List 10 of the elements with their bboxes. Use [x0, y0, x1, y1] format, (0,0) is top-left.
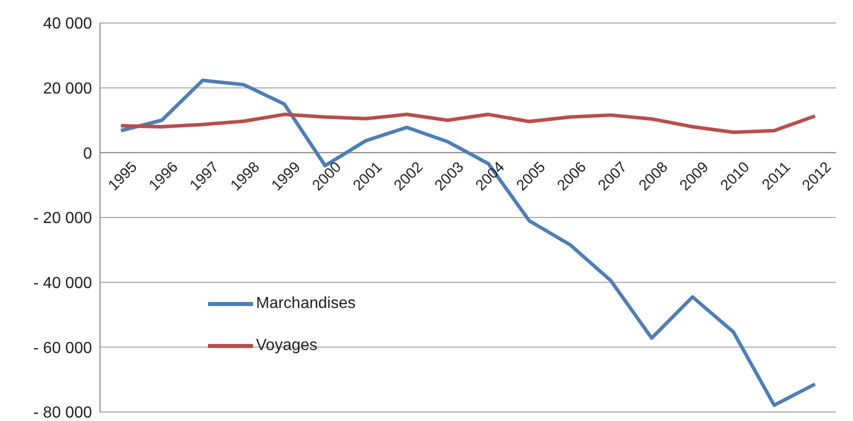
- y-tick-label: 0: [83, 145, 92, 162]
- y-tick-label: - 20 000: [33, 210, 92, 228]
- legend-label: Voyages: [256, 337, 318, 355]
- y-tick-label: 40 000: [43, 16, 92, 33]
- legend-label: Marchandises: [256, 295, 356, 313]
- y-tick-label: 20 000: [43, 80, 92, 98]
- line-series: [119, 112, 817, 134]
- y-tick-label: - 40 000: [33, 275, 92, 292]
- y-tick-label: - 80 000: [33, 404, 92, 421]
- y-tick-label: - 60 000: [33, 340, 92, 357]
